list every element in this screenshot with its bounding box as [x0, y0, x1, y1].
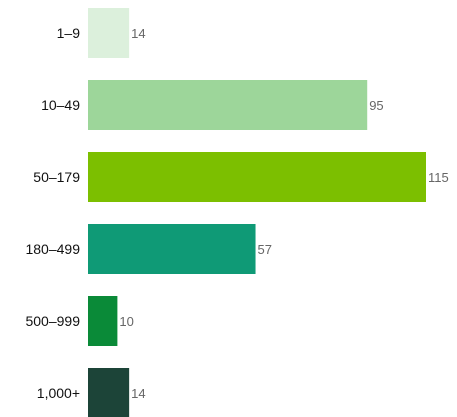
category-label: 180–499 [25, 241, 80, 257]
bar [88, 224, 256, 274]
category-label: 1,000+ [37, 385, 80, 401]
value-label: 14 [131, 26, 145, 41]
value-label: 115 [428, 170, 449, 185]
value-label: 14 [131, 386, 145, 401]
bar [88, 80, 368, 130]
category-label: 1–9 [57, 25, 81, 41]
bar [88, 152, 426, 202]
value-label: 57 [258, 242, 272, 257]
bar [88, 368, 130, 417]
value-label: 10 [119, 314, 133, 329]
bar [88, 8, 130, 58]
value-label: 95 [369, 98, 383, 113]
category-label: 50–179 [33, 169, 80, 185]
category-label: 500–999 [25, 313, 80, 329]
category-label: 10–49 [41, 97, 80, 113]
bar [88, 296, 118, 346]
